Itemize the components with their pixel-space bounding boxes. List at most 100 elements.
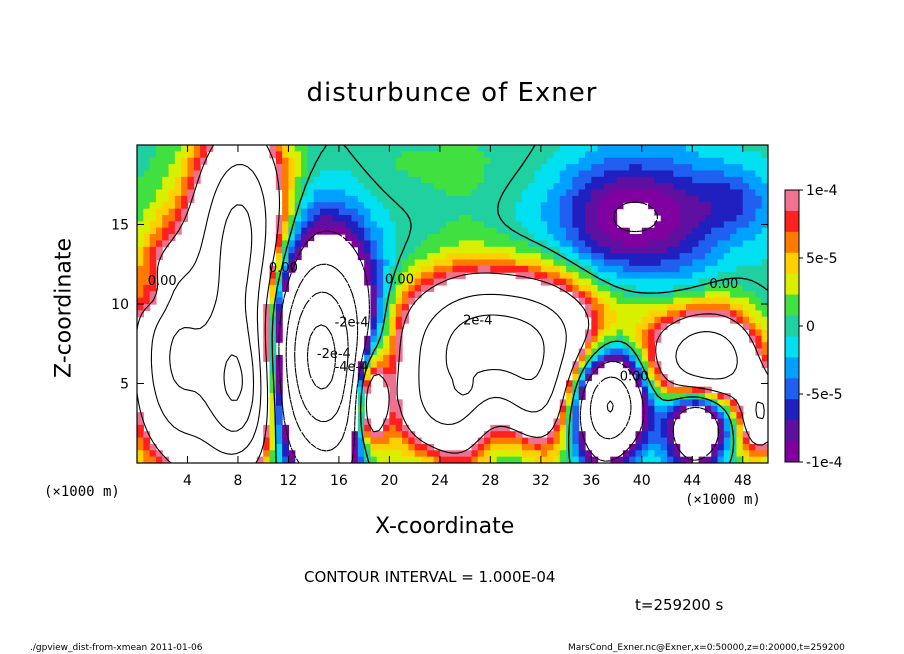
heatmap-cell xyxy=(200,151,208,159)
heatmap-cell xyxy=(635,195,643,203)
heatmap-cell xyxy=(326,151,334,159)
heatmap-cell xyxy=(521,195,529,203)
heatmap-cell xyxy=(143,151,151,159)
heatmap-cell xyxy=(269,291,277,299)
heatmap-cell xyxy=(685,297,693,305)
heatmap-cell xyxy=(566,272,573,280)
heatmap-cell xyxy=(673,386,681,394)
heatmap-cell xyxy=(137,151,144,159)
heatmap-cell xyxy=(711,189,719,197)
heatmap-cell xyxy=(389,405,397,413)
heatmap-cell xyxy=(395,456,403,463)
heatmap-cell xyxy=(723,431,731,439)
heatmap-cell xyxy=(761,189,768,197)
heatmap-cell xyxy=(319,189,327,197)
heatmap-cell xyxy=(597,304,605,311)
heatmap-cell xyxy=(629,367,637,375)
heatmap-cell xyxy=(137,253,144,261)
heatmap-cell xyxy=(597,348,605,356)
heatmap-cell xyxy=(288,240,296,248)
heatmap-cell xyxy=(301,214,308,222)
heatmap-cell xyxy=(452,214,460,222)
heatmap-cell xyxy=(566,189,573,197)
heatmap-cell xyxy=(471,246,479,254)
heatmap-cell xyxy=(578,354,586,362)
heatmap-cell xyxy=(345,176,353,184)
heatmap-cell xyxy=(717,431,725,439)
heatmap-cell xyxy=(149,145,157,152)
heatmap-cell xyxy=(370,214,378,222)
heatmap-cell xyxy=(673,443,681,451)
heatmap-cell xyxy=(723,227,731,235)
heatmap-cell xyxy=(654,259,662,267)
heatmap-cell xyxy=(446,176,454,184)
heatmap-cell xyxy=(383,157,390,165)
heatmap-cell xyxy=(174,195,182,203)
heatmap-cell xyxy=(446,145,454,152)
heatmap-cell xyxy=(685,272,693,280)
heatmap-cell xyxy=(723,310,731,318)
heatmap-cell xyxy=(547,431,555,439)
heatmap-cell xyxy=(635,431,643,439)
heatmap-cell xyxy=(730,418,738,426)
heatmap-cell xyxy=(635,323,643,331)
heatmap-cell xyxy=(496,431,504,439)
heatmap-cell xyxy=(521,272,529,280)
heatmap-cell xyxy=(629,348,637,356)
heatmap-cell xyxy=(540,272,548,280)
heatmap-cell xyxy=(585,354,592,362)
heatmap-cell xyxy=(433,278,441,286)
heatmap-cell xyxy=(137,297,144,305)
heatmap-cell xyxy=(143,253,151,261)
heatmap-cell xyxy=(761,176,768,184)
heatmap-cell xyxy=(307,176,315,184)
heatmap-cell xyxy=(357,405,365,413)
heatmap-cell xyxy=(427,208,435,216)
heatmap-cell xyxy=(622,253,630,261)
heatmap-cell xyxy=(490,183,498,191)
heatmap-cell xyxy=(698,259,706,267)
heatmap-cell xyxy=(723,412,731,420)
heatmap-cell xyxy=(357,170,365,178)
heatmap-cell xyxy=(641,380,649,388)
heatmap-cell xyxy=(269,284,277,292)
heatmap-cell xyxy=(275,380,283,388)
heatmap-cell xyxy=(723,443,731,451)
heatmap-cell xyxy=(723,304,731,311)
heatmap-cell xyxy=(143,214,151,222)
heatmap-cell xyxy=(326,183,334,191)
colorbar-tick-label: -1e-4 xyxy=(806,455,843,471)
heatmap-cell xyxy=(402,183,409,191)
heatmap-cell xyxy=(490,253,498,261)
heatmap-cell xyxy=(465,151,473,159)
heatmap-cell xyxy=(667,170,674,178)
heatmap-cell xyxy=(572,234,580,241)
heatmap-cell xyxy=(761,208,768,216)
heatmap-cell xyxy=(761,151,768,159)
heatmap-cell xyxy=(420,157,428,165)
heatmap-cell xyxy=(704,189,712,197)
heatmap-cell xyxy=(610,272,618,280)
heatmap-cell xyxy=(673,195,681,203)
heatmap-cell xyxy=(446,221,454,229)
heatmap-cell xyxy=(521,240,529,248)
heatmap-cell xyxy=(578,176,586,184)
heatmap-cell xyxy=(269,342,277,350)
heatmap-cell xyxy=(572,214,580,222)
heatmap-cell xyxy=(591,354,599,362)
heatmap-cell xyxy=(420,259,428,267)
heatmap-cell xyxy=(622,259,630,267)
heatmap-cell xyxy=(433,164,441,172)
heatmap-cell xyxy=(269,424,277,432)
heatmap-cell xyxy=(389,348,397,356)
heatmap-cell xyxy=(654,151,662,159)
heatmap-cell xyxy=(648,176,656,184)
heatmap-cell xyxy=(610,195,618,203)
heatmap-cell xyxy=(383,329,390,337)
heatmap-cell xyxy=(408,183,416,191)
heatmap-cell xyxy=(490,214,498,222)
heatmap-cell xyxy=(566,253,573,261)
heatmap-cell xyxy=(477,145,485,152)
heatmap-cell xyxy=(603,145,611,152)
heatmap-cell xyxy=(692,259,700,267)
